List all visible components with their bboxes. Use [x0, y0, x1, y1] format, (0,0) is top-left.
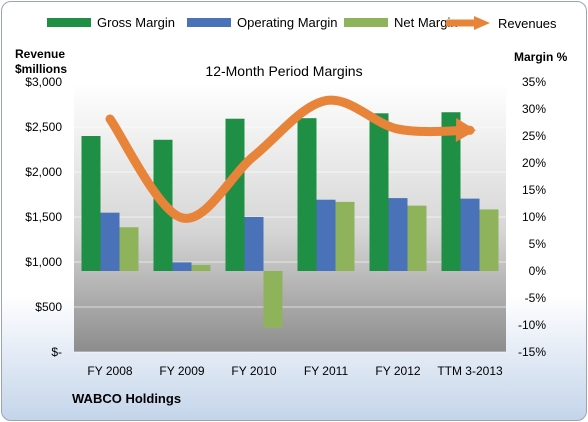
left-axis-ticks: $- $500 $1,000 $1,500 $2,000 $2,500 $3,000	[25, 75, 62, 359]
x-tick-label: TTM 3-2013	[437, 364, 503, 378]
x-tick-label: FY 2011	[304, 364, 349, 378]
bar-operating-margin	[172, 262, 192, 271]
right-tick-label: 5%	[529, 237, 547, 251]
bar-gross-margin	[297, 118, 317, 272]
legend-item-gross-margin: Gross Margin	[47, 15, 175, 30]
left-tick-label: $2,000	[25, 165, 62, 179]
right-tick-label: 35%	[522, 75, 546, 89]
right-tick-label: -10%	[518, 318, 546, 332]
bar-net-margin	[335, 201, 355, 271]
legend-item-operating-margin: Operating Margin	[187, 15, 337, 30]
right-tick-label: -15%	[518, 345, 546, 359]
bar-operating-margin	[316, 199, 336, 271]
right-tick-label: 30%	[522, 102, 546, 116]
legend-swatch-gross	[47, 18, 91, 27]
left-tick-label: $2,500	[25, 120, 62, 134]
bar-operating-margin	[244, 217, 264, 271]
x-tick-label: FY 2008	[87, 364, 132, 378]
left-axis-title-line: Revenue	[15, 47, 66, 61]
left-tick-label: $1,500	[25, 210, 62, 224]
company-name: WABCO Holdings	[72, 391, 182, 406]
right-tick-label: 15%	[522, 183, 546, 197]
legend-swatch-net	[344, 18, 388, 27]
right-tick-label: 25%	[522, 129, 546, 143]
bar-gross-margin	[81, 136, 101, 271]
bar-net-margin	[407, 205, 427, 271]
legend-label: Gross Margin	[97, 15, 176, 30]
bar-net-margin	[119, 227, 139, 271]
legend-label: Operating Margin	[237, 15, 338, 30]
bar-gross-margin	[441, 112, 461, 272]
right-axis-ticks: -15% -10% -5% 0% 5% 10% 15% 20% 25% 30% 35%	[518, 75, 546, 359]
legend-item-net-margin: Net Margin	[344, 15, 458, 30]
chart-title: 12-Month Period Margins	[205, 63, 362, 79]
left-tick-label: $500	[35, 300, 62, 314]
revenue-series	[105, 95, 476, 223]
left-tick-label: $-	[51, 345, 62, 359]
revenue-arrowhead	[455, 118, 476, 143]
legend-item-revenues: Revenues	[446, 15, 557, 31]
right-tick-label: 0%	[529, 264, 547, 278]
left-axis-title-line: $millions	[15, 62, 68, 76]
bar-net-margin	[263, 271, 283, 328]
legend-swatch-operating	[187, 18, 231, 27]
legend-arrow-icon	[446, 16, 490, 30]
bar-series	[81, 112, 499, 328]
bar-gross-margin	[225, 118, 245, 271]
right-axis-title: Margin %	[514, 50, 568, 64]
left-tick-label: $1,000	[25, 255, 62, 269]
left-axis-title: Revenue $millions	[15, 47, 67, 77]
right-tick-label: -5%	[525, 291, 547, 305]
legend-label: Revenues	[498, 15, 557, 31]
revenue-line	[105, 95, 475, 223]
right-tick-label: 10%	[522, 210, 546, 224]
bar-operating-margin	[388, 198, 408, 271]
bar-net-margin	[191, 265, 211, 271]
x-axis-ticks: FY 2008 FY 2009 FY 2010 FY 2011 FY 2012 TTM 3…	[87, 364, 503, 378]
right-tick-label: 20%	[522, 156, 546, 170]
bar-net-margin	[479, 209, 499, 271]
bar-gross-margin	[369, 113, 389, 271]
bar-operating-margin	[100, 212, 120, 271]
x-tick-label: FY 2010	[231, 364, 276, 378]
left-tick-label: $3,000	[25, 75, 62, 89]
bar-operating-margin	[460, 198, 480, 271]
x-tick-label: FY 2009	[159, 364, 204, 378]
legend-label: Net Margin	[394, 15, 458, 30]
x-tick-label: FY 2012	[375, 364, 420, 378]
